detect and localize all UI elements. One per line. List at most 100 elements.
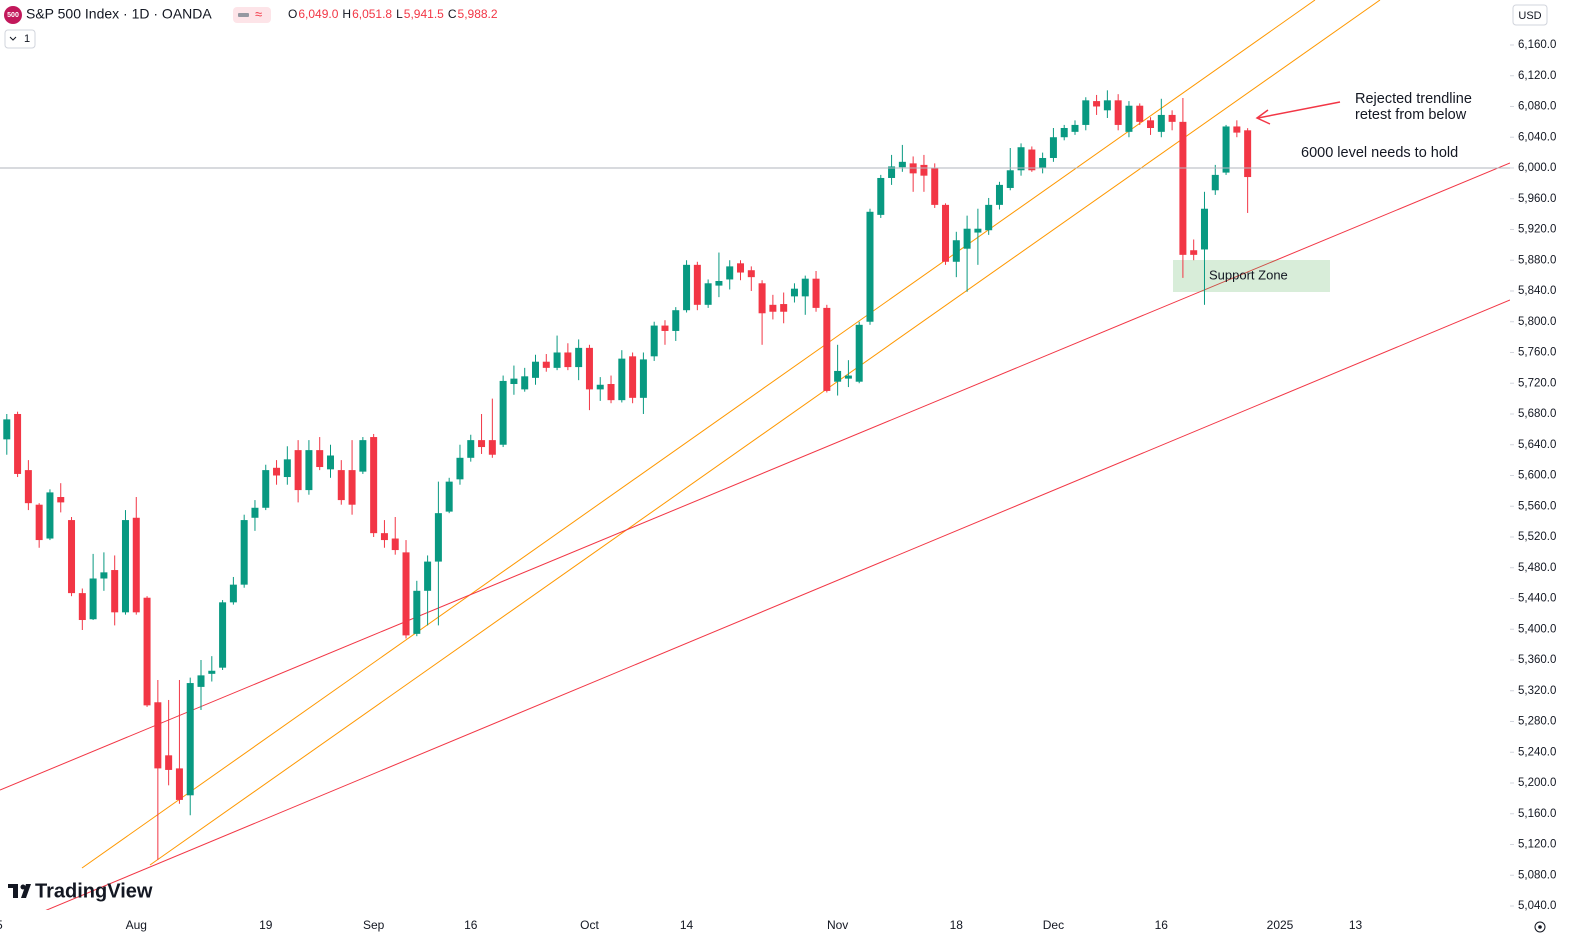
y-tick-label: 5,120.0	[1518, 839, 1556, 851]
candle-body	[391, 538, 399, 551]
candle-body	[985, 204, 993, 231]
candle-body	[596, 384, 604, 390]
candle-body	[413, 590, 421, 634]
candle-body	[326, 455, 334, 470]
ohlc-value: 6,049.0	[298, 7, 338, 21]
candle-body	[1039, 157, 1047, 168]
candle-body	[726, 266, 734, 280]
symbol-icon	[4, 6, 22, 24]
candle-body	[1114, 100, 1122, 125]
annotation: retest from below	[1355, 107, 1467, 123]
chevron	[9, 36, 17, 41]
candle-body	[197, 675, 205, 687]
candle-body	[790, 288, 798, 297]
candle-body	[89, 578, 97, 620]
collapse-button[interactable]	[4, 29, 36, 49]
currency: USD	[1518, 10, 1541, 22]
candle-body	[1147, 120, 1155, 129]
candle-body	[499, 380, 507, 445]
ohlc-value: 6,051.8	[352, 7, 392, 21]
candle-body	[14, 413, 22, 474]
candle-body	[812, 278, 820, 308]
candle-body	[639, 359, 647, 398]
candle-body	[46, 492, 54, 539]
candle-body	[402, 552, 410, 636]
settings-icon[interactable]	[1534, 921, 1546, 933]
candle-body	[780, 304, 788, 312]
candle-body	[1233, 126, 1241, 133]
candle-body	[1028, 149, 1036, 171]
ohlc-key: H	[342, 7, 351, 21]
candle-body	[650, 325, 658, 357]
ohlc-value: 5,988.2	[458, 7, 498, 21]
candle-body	[855, 324, 863, 382]
candle-body	[175, 768, 183, 800]
candle-body	[952, 240, 960, 262]
candle-body	[823, 307, 831, 391]
candle-body	[456, 457, 464, 480]
trendline	[81, 0, 1316, 869]
arrow-head	[1255, 109, 1271, 125]
candle-body	[920, 164, 928, 176]
candle-body	[467, 440, 475, 458]
x-tick-label: 19	[259, 918, 273, 932]
candle-body	[132, 517, 140, 613]
candle-body	[618, 358, 626, 401]
candle-body	[532, 361, 539, 378]
candle-body	[564, 352, 572, 368]
symbol-icon-text: 500	[7, 12, 19, 19]
candle-body	[974, 228, 982, 233]
trendline	[45, 299, 1510, 910]
y-tick-label: 5,520.0	[1518, 531, 1556, 543]
candle-body	[316, 450, 324, 468]
candle-body	[488, 440, 496, 455]
candle-body	[888, 166, 896, 178]
candle-body	[3, 419, 11, 440]
ohlc-value: 5,941.5	[404, 7, 444, 21]
annotation: Rejected trendline	[1355, 91, 1472, 107]
y-tick-label: 5,560.0	[1518, 500, 1556, 512]
ohlc-legend: O 6,049.0 H 6,051.8 L 5,941.5 C 5,988.2	[288, 7, 498, 21]
candle-body	[78, 593, 86, 621]
candle-body	[683, 264, 691, 311]
status-pill[interactable]	[233, 7, 271, 23]
y-tick-label: 6,120.0	[1518, 70, 1556, 82]
x-tick-label: Sep	[363, 918, 385, 932]
x-tick-label: Oct	[580, 918, 599, 932]
candle-body	[1049, 137, 1057, 158]
drawings	[0, 0, 1510, 910]
x-tick-label: 13	[1349, 918, 1363, 932]
candles	[3, 90, 1252, 860]
candle-body	[262, 470, 270, 508]
symbol-title[interactable]: S&P 500 Index · 1D · OANDA	[26, 6, 212, 22]
candle-body	[100, 572, 108, 579]
watermark: TradingView	[35, 880, 153, 902]
candle-body	[801, 278, 809, 297]
candle-body	[1136, 105, 1144, 122]
y-tick-label: 5,400.0	[1518, 623, 1556, 635]
y-tick-label: 6,080.0	[1518, 101, 1556, 113]
x-tick-label: Dec	[1043, 918, 1064, 932]
candle-body	[1211, 174, 1219, 191]
currency-button[interactable]	[1512, 4, 1548, 26]
ohlc-key: O	[288, 7, 297, 21]
ohlc-key: L	[396, 7, 403, 21]
y-tick-label: 5,880.0	[1518, 254, 1556, 266]
candle-body	[510, 378, 518, 385]
status-dot	[238, 13, 249, 17]
y-tick-label: 5,760.0	[1518, 347, 1556, 359]
candle-body	[1071, 124, 1079, 132]
candle-body	[434, 513, 442, 562]
candle-body	[866, 211, 874, 322]
candle-body	[661, 325, 669, 331]
y-tick-label: 5,680.0	[1518, 408, 1556, 420]
candle-body	[240, 520, 248, 585]
y-tick-label: 6,040.0	[1518, 131, 1556, 143]
candle-body	[219, 602, 227, 668]
candle-body	[57, 497, 65, 503]
settings-icon-dot	[1538, 925, 1542, 929]
y-tick-label: 5,480.0	[1518, 562, 1556, 574]
candle-body	[35, 504, 43, 541]
status-icon: ≈	[255, 6, 262, 21]
